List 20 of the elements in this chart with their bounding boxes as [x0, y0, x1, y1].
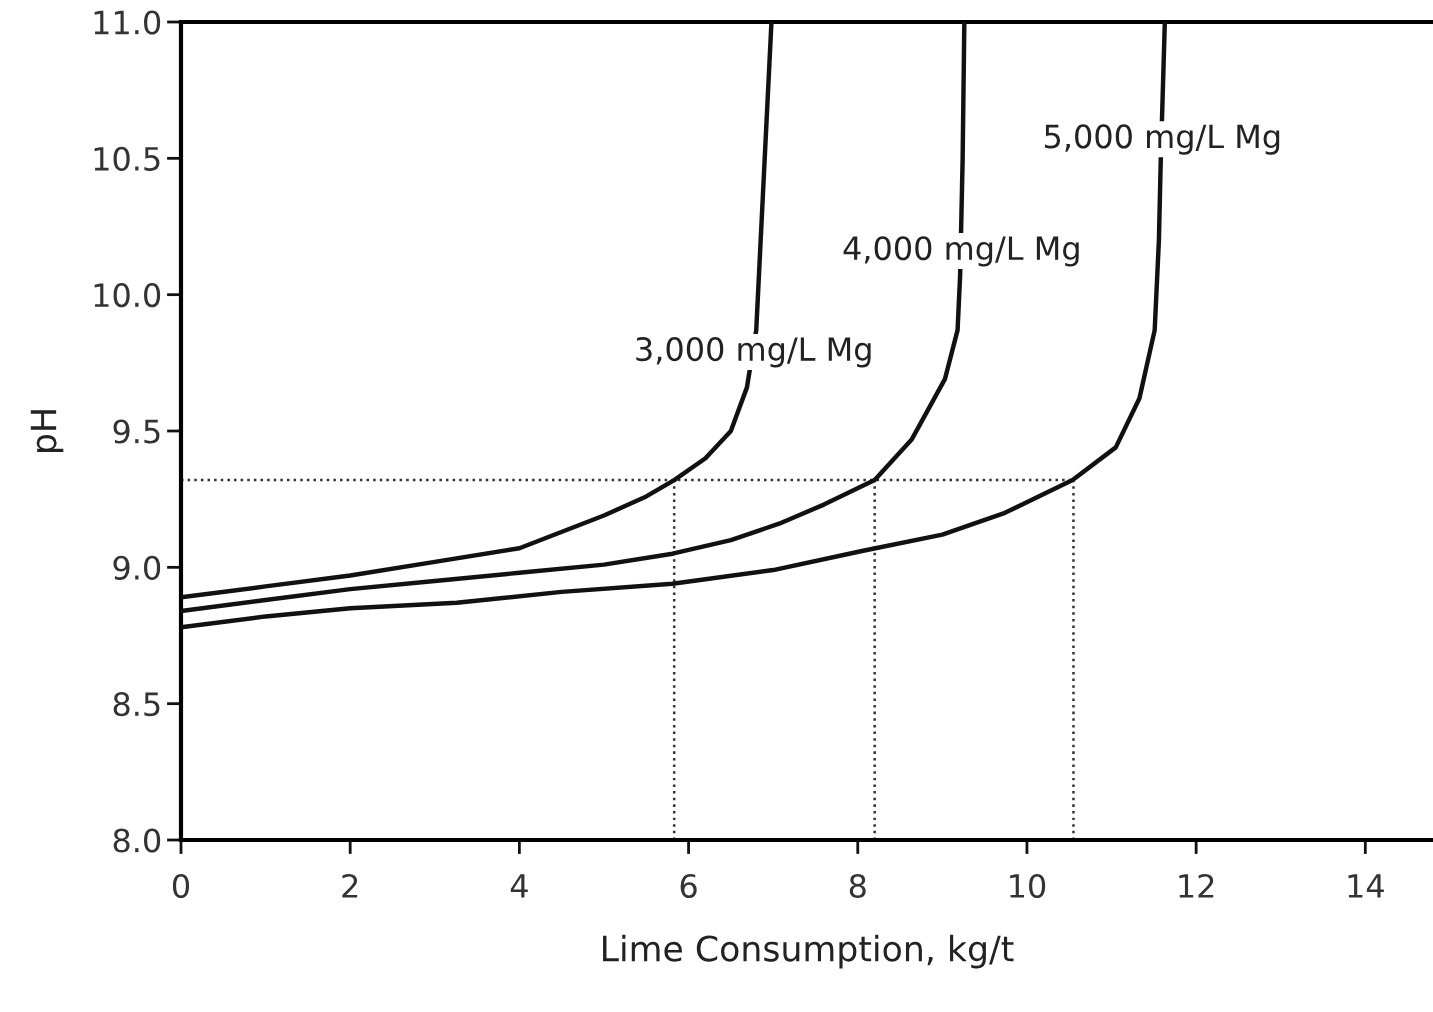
annotation: 4,000 mg/L Mg: [843, 236, 1079, 267]
x-tick-label: 6: [680, 873, 697, 899]
y-tick-label: 8.5: [113, 692, 160, 717]
x-tick-label: 2: [342, 873, 358, 898]
y-tick-label: 10.0: [94, 283, 161, 308]
x-tick-label: 4: [510, 874, 528, 898]
y-axis-title: pH: [30, 410, 64, 452]
annotation: 3,000 mg/L Mg: [636, 337, 871, 368]
y-tick-label: 9.5: [113, 419, 160, 444]
x-tick-label: 10: [1010, 873, 1046, 899]
x-axis-title: Lime Consumption, kg/t: [603, 934, 1014, 969]
x-tick-label: 0: [172, 873, 190, 899]
x-tick-label: 12: [1179, 873, 1214, 898]
y-tick-label: 8.0: [113, 828, 161, 853]
y-tick-label: 10.5: [94, 146, 160, 171]
y-tick-label: 9.0: [113, 555, 161, 580]
y-tick-label: 11.0: [94, 10, 161, 35]
x-tick-label: 14: [1348, 874, 1384, 898]
annotation: 5,000 mg/L Mg: [1044, 124, 1280, 155]
x-tick-label: 8: [849, 873, 866, 899]
